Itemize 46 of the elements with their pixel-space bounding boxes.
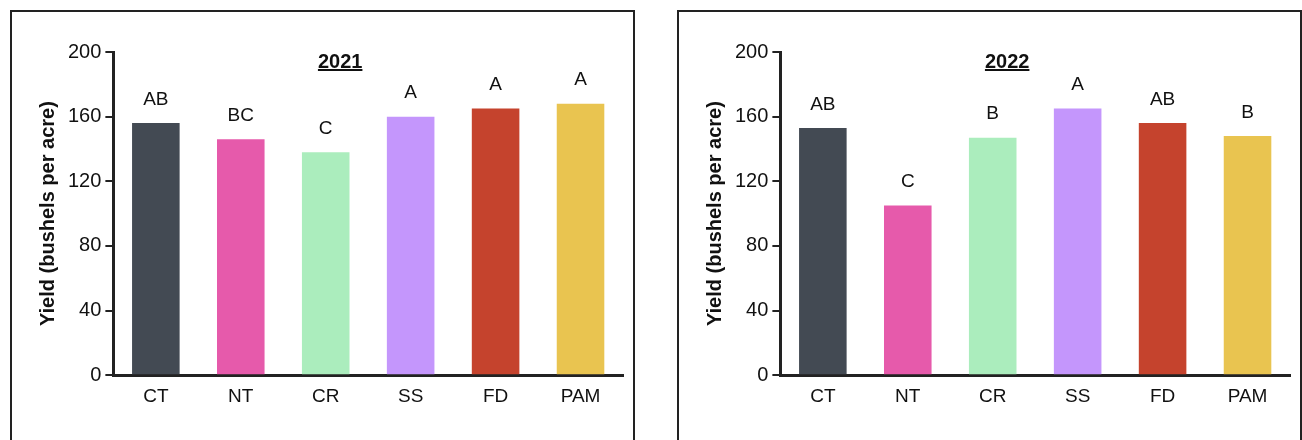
- bar: [1138, 123, 1187, 375]
- x-tick-label: PAM: [1227, 384, 1268, 406]
- y-axis-title: Yield (bushels per acre): [35, 101, 58, 327]
- x-tick-label: CR: [978, 384, 1007, 406]
- x-tick-label: SS: [1064, 384, 1091, 406]
- bar: [968, 137, 1017, 375]
- chart-title: 2021: [317, 50, 363, 73]
- annotation: BC: [227, 104, 254, 125]
- y-tick-label: 160: [67, 104, 102, 127]
- y-tick-label: 200: [734, 39, 769, 62]
- annotation: AB: [1149, 87, 1176, 109]
- chart-title: 2022: [984, 50, 1030, 73]
- y-tick-label: 0: [757, 362, 769, 385]
- y-tick-label: 120: [67, 168, 102, 191]
- x-tick-label: PAM: [560, 384, 601, 406]
- x-tick-label: CT: [810, 384, 836, 406]
- x-tick-label: FD: [482, 384, 509, 406]
- y-tick-label: 40: [746, 298, 769, 321]
- annotation: B: [1241, 100, 1254, 122]
- y-axis-title: Yield (bushels per acre): [702, 101, 725, 327]
- x-tick-label: CR: [311, 384, 340, 406]
- bar: [799, 127, 847, 375]
- x-tick-label: SS: [397, 384, 424, 406]
- y-tick-label: 160: [734, 104, 769, 127]
- y-tick-label: 80: [746, 233, 769, 256]
- annotation: AB: [143, 87, 169, 109]
- annotation: A: [1071, 73, 1085, 95]
- annotation: B: [986, 102, 1000, 124]
- y-tick-label: 80: [79, 233, 102, 256]
- annotation: C: [318, 116, 333, 138]
- x-tick-label: NT: [895, 384, 921, 406]
- annotation: A: [404, 81, 418, 103]
- y-tick-label: 120: [734, 168, 769, 191]
- annotation: A: [489, 73, 503, 95]
- annotation: A: [574, 68, 588, 90]
- y-tick-label: 40: [79, 298, 102, 321]
- annotation: AB: [810, 92, 836, 114]
- y-tick-label: 200: [67, 39, 102, 62]
- x-tick-label: CT: [143, 384, 169, 406]
- x-tick-label: NT: [228, 384, 254, 406]
- y-tick-label: 0: [90, 362, 102, 385]
- bar: [883, 205, 932, 375]
- bar: [1053, 108, 1102, 375]
- annotation: C: [900, 170, 915, 192]
- bar: [1223, 136, 1272, 375]
- x-tick-label: FD: [1149, 384, 1176, 406]
